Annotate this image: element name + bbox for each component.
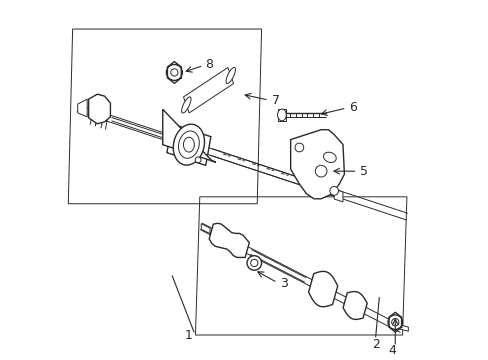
Text: 4: 4 bbox=[387, 344, 395, 357]
Ellipse shape bbox=[323, 152, 336, 162]
Polygon shape bbox=[166, 124, 210, 166]
Text: 6: 6 bbox=[348, 102, 356, 114]
Circle shape bbox=[294, 143, 303, 152]
Ellipse shape bbox=[225, 67, 235, 84]
Circle shape bbox=[250, 259, 257, 267]
Polygon shape bbox=[343, 292, 366, 319]
Polygon shape bbox=[209, 223, 249, 257]
Polygon shape bbox=[334, 189, 342, 202]
Ellipse shape bbox=[181, 97, 191, 113]
Text: 8: 8 bbox=[205, 58, 213, 71]
Circle shape bbox=[170, 69, 178, 76]
Circle shape bbox=[391, 319, 398, 326]
Text: 1: 1 bbox=[184, 329, 192, 342]
Text: 2: 2 bbox=[371, 338, 379, 351]
Ellipse shape bbox=[173, 124, 204, 165]
Circle shape bbox=[166, 64, 182, 80]
Circle shape bbox=[387, 315, 402, 329]
Polygon shape bbox=[88, 94, 110, 124]
Circle shape bbox=[195, 157, 201, 163]
Ellipse shape bbox=[178, 131, 199, 158]
Circle shape bbox=[315, 165, 326, 177]
Polygon shape bbox=[290, 130, 344, 199]
Circle shape bbox=[329, 186, 338, 195]
Polygon shape bbox=[277, 109, 285, 121]
Ellipse shape bbox=[277, 109, 285, 121]
Circle shape bbox=[246, 256, 261, 270]
Polygon shape bbox=[201, 224, 209, 234]
Ellipse shape bbox=[183, 137, 194, 152]
Polygon shape bbox=[308, 271, 337, 307]
Text: 7: 7 bbox=[271, 94, 279, 107]
Text: 3: 3 bbox=[280, 277, 288, 290]
Text: 5: 5 bbox=[360, 165, 367, 178]
Polygon shape bbox=[163, 109, 215, 162]
Polygon shape bbox=[183, 68, 233, 113]
Polygon shape bbox=[78, 99, 87, 117]
Polygon shape bbox=[393, 324, 407, 331]
